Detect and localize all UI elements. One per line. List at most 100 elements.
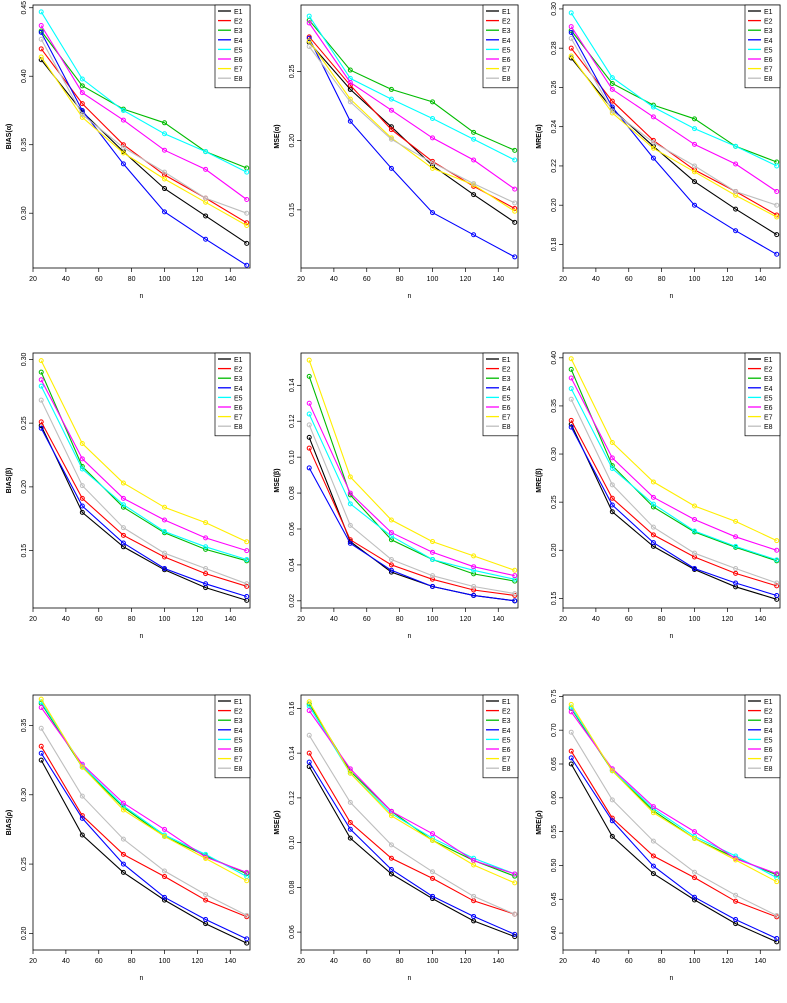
data-point-E7 — [692, 835, 698, 841]
data-point-E6 — [692, 829, 698, 835]
y-tick-label: 0.35 — [21, 138, 28, 152]
legend-entry: E3 — [764, 28, 773, 35]
data-point-E4 — [347, 826, 353, 832]
y-tick-label: 0.30 — [21, 206, 28, 220]
series-line-E4 — [570, 32, 777, 255]
x-tick-label: 140 — [754, 616, 766, 623]
data-point-E8 — [79, 793, 85, 799]
x-tick-label: 100 — [427, 616, 439, 623]
series-line-E2 — [570, 420, 777, 587]
y-axis-label: MSE(α) — [274, 124, 281, 148]
data-point-E4 — [471, 232, 477, 238]
data-point-E8 — [650, 139, 656, 145]
y-tick-label: 0.14 — [289, 378, 296, 392]
data-point-E6 — [203, 166, 209, 172]
data-point-E6 — [388, 107, 394, 113]
data-point-E5 — [733, 543, 739, 549]
legend-entry: E7 — [234, 67, 243, 74]
data-point-E8 — [347, 522, 353, 528]
data-point-E4 — [244, 936, 250, 942]
data-point-E8 — [306, 44, 312, 50]
data-point-E2 — [38, 46, 44, 52]
legend-entry: E5 — [234, 47, 243, 54]
data-point-E6 — [692, 141, 698, 147]
data-point-E7 — [306, 699, 312, 705]
data-point-E8 — [162, 169, 168, 175]
y-tick-label: 0.02 — [289, 594, 296, 608]
data-point-E7 — [512, 567, 518, 573]
x-tick-label: 100 — [159, 616, 171, 623]
data-point-E3 — [471, 129, 477, 135]
data-point-E6 — [774, 188, 780, 194]
data-point-E6 — [120, 117, 126, 123]
series-line-E4 — [308, 37, 515, 258]
data-point-E5 — [430, 116, 436, 122]
series-line-E7 — [570, 704, 777, 883]
y-tick-label: 0.15 — [21, 544, 28, 558]
data-point-E4 — [203, 917, 209, 923]
data-point-E7 — [38, 358, 44, 364]
x-tick-label: 100 — [427, 276, 439, 283]
x-tick-label: 100 — [159, 276, 171, 283]
data-point-E1 — [512, 934, 518, 940]
legend-entry: E7 — [502, 415, 511, 422]
data-point-E7 — [568, 53, 574, 59]
legend-entry: E6 — [764, 747, 773, 754]
legend-box — [214, 4, 251, 89]
data-point-E7 — [733, 857, 739, 863]
data-point-E6 — [650, 804, 656, 810]
series-line-E8 — [40, 38, 247, 214]
y-tick-label: 0.70 — [551, 723, 558, 737]
data-point-E2 — [79, 495, 85, 501]
data-point-E4 — [388, 866, 394, 872]
data-point-E4 — [162, 894, 168, 900]
series-line-E1 — [308, 437, 515, 602]
data-point-E8 — [120, 144, 126, 150]
data-point-E4 — [120, 161, 126, 167]
legend-entry: E1 — [234, 699, 243, 706]
data-point-E5 — [568, 10, 574, 16]
data-point-E2 — [388, 855, 394, 861]
x-tick-label: 120 — [460, 616, 472, 623]
series-line-E8 — [40, 399, 247, 585]
legend-entry: E7 — [502, 757, 511, 764]
plot-frame — [300, 352, 519, 609]
y-axis-label: BIAS(β) — [6, 468, 13, 494]
x-tick-label: 80 — [658, 958, 666, 965]
data-point-E1 — [162, 897, 168, 903]
x-tick-label: 20 — [297, 958, 305, 965]
series-line-E5 — [308, 413, 515, 580]
x-tick-label: 20 — [559, 958, 567, 965]
legend-entry: E3 — [764, 718, 773, 725]
y-tick-label: 0.14 — [289, 746, 296, 760]
data-point-E8 — [692, 550, 698, 556]
data-point-E7 — [79, 441, 85, 447]
data-point-E2 — [244, 220, 250, 226]
data-point-E7 — [650, 810, 656, 816]
data-point-E7 — [568, 356, 574, 362]
x-tick-label: 80 — [396, 616, 404, 623]
data-point-E5 — [38, 383, 44, 389]
x-tick-label: 80 — [658, 276, 666, 283]
x-tick-label: 80 — [396, 276, 404, 283]
x-axis-label: n — [140, 633, 144, 640]
legend-entry: E7 — [764, 415, 773, 422]
data-point-E2 — [774, 212, 780, 218]
data-point-E6 — [692, 516, 698, 522]
data-point-E7 — [244, 878, 250, 884]
y-axis-label: MRE(α) — [536, 124, 543, 149]
data-point-E8 — [244, 210, 250, 216]
y-tick-label: 0.35 — [21, 719, 28, 733]
legend-entry: E3 — [502, 718, 511, 725]
data-point-E7 — [512, 880, 518, 886]
legend-entry: E3 — [234, 28, 243, 35]
data-point-E7 — [203, 520, 209, 526]
legend-entry: E3 — [502, 28, 511, 35]
legend-entry: E2 — [234, 709, 243, 716]
data-point-E4 — [512, 931, 518, 937]
data-point-E7 — [244, 539, 250, 545]
y-tick-label: 0.20 — [551, 543, 558, 557]
legend-entry: E1 — [502, 9, 511, 16]
y-tick-label: 0.15 — [289, 203, 296, 217]
data-point-E8 — [388, 842, 394, 848]
